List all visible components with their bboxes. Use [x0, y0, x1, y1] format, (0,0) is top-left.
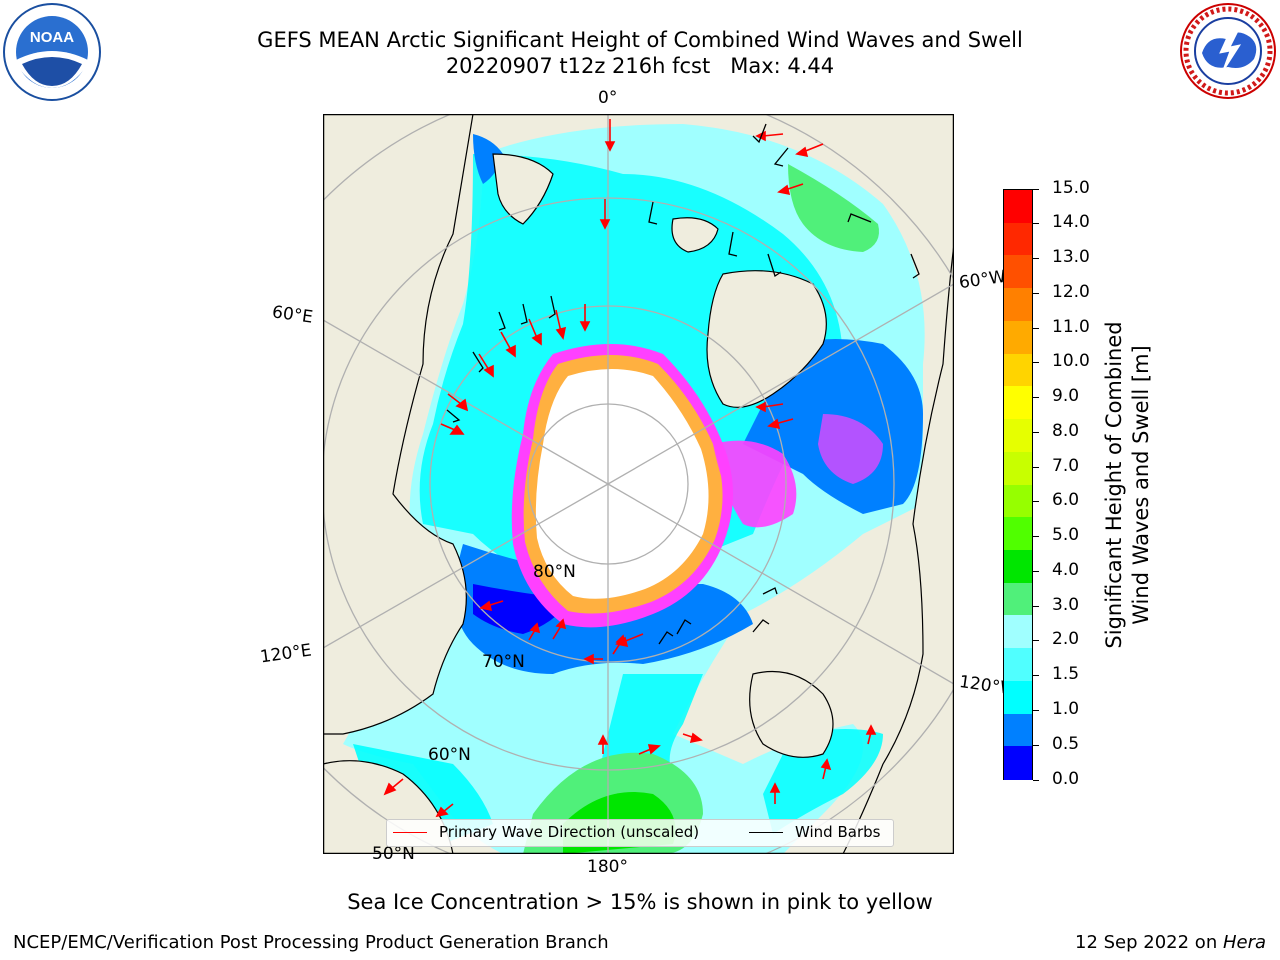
colorbar	[1003, 189, 1033, 780]
map-legend: Primary Wave Direction (unscaled) Wind B…	[386, 819, 894, 847]
legend-wind-barbs-swatch	[749, 831, 783, 833]
colorbar-label: Significant Height of Combined Wind Wave…	[1101, 321, 1155, 648]
colorbar-tick-mark	[1033, 640, 1039, 642]
colorbar-bin	[1004, 582, 1032, 616]
colorbar-bin	[1004, 288, 1032, 322]
lat-label-60n: 60°N	[428, 745, 471, 765]
wind-barbs	[446, 123, 920, 645]
colorbar-tick-label: 11.0	[1052, 316, 1090, 337]
colorbar-bin	[1004, 746, 1032, 780]
polar-map	[323, 114, 954, 854]
colorbar-tick-label: 6.0	[1052, 490, 1080, 511]
colorbar-tick-mark	[1033, 466, 1039, 468]
colorbar-tick-label: 0.0	[1052, 768, 1080, 789]
map-border	[323, 114, 954, 854]
colorbar-tick-mark	[1033, 223, 1039, 225]
colorbar-tick-mark	[1033, 605, 1039, 607]
colorbar-bin	[1004, 320, 1032, 355]
colorbar-tick-mark	[1033, 744, 1039, 746]
noaa-logo: NOAA	[3, 3, 101, 101]
colorbar-bin	[1004, 648, 1032, 682]
nws-logo	[1180, 3, 1276, 99]
noaa-logo-text: NOAA	[30, 29, 74, 46]
colorbar-tick-label: 4.0	[1052, 559, 1080, 580]
sea-ice-hudson	[818, 414, 883, 484]
lon-label-0: 0°	[598, 88, 618, 108]
sea-ice-archipelago	[713, 440, 797, 528]
sea-ice-interior	[535, 369, 709, 599]
footer-machine: Hera	[1222, 932, 1266, 953]
footer-credit: NCEP/EMC/Verification Post Processing Pr…	[13, 932, 609, 953]
colorbar-bin	[1004, 615, 1032, 649]
colorbar-bin	[1004, 484, 1032, 518]
colorbar-bin	[1004, 255, 1032, 289]
colorbar-tick-mark	[1033, 188, 1039, 190]
colorbar-tick-mark	[1033, 675, 1039, 677]
colorbar-tick-label: 3.0	[1052, 594, 1080, 615]
legend-wave-direction-label: Primary Wave Direction (unscaled)	[439, 823, 700, 841]
colorbar-tick-mark	[1033, 536, 1039, 538]
colorbar-bin	[1004, 451, 1032, 486]
lon-label-120e: 120°E	[258, 640, 313, 668]
colorbar-bin	[1004, 190, 1032, 224]
colorbar-tick-label: 7.0	[1052, 455, 1080, 476]
legend-item-wind-barbs: Wind Barbs	[749, 823, 880, 841]
colorbar-tick-mark	[1033, 397, 1039, 399]
wave-direction-arrows	[383, 119, 877, 818]
colorbar-tick-mark	[1033, 327, 1039, 329]
lon-label-60w: 60°W	[957, 266, 1008, 294]
colorbar-bin	[1004, 353, 1032, 387]
colorbar-bin	[1004, 517, 1032, 551]
sea-ice-caption: Sea Ice Concentration > 15% is shown in …	[347, 890, 933, 914]
colorbar-tick-mark	[1033, 362, 1039, 364]
colorbar-tick-mark	[1033, 501, 1039, 503]
colorbar-ticks: 15.0 14.0 13.0 12.0 11.0 10.0 9.0 8.0 7.0 6.0 5.0 4…	[1033, 178, 1093, 789]
colorbar-tick-label: 10.0	[1052, 351, 1090, 372]
colorbar-tick-mark	[1033, 570, 1039, 572]
colorbar-bin	[1004, 549, 1032, 584]
colorbar-bin	[1004, 680, 1032, 715]
colorbar-tick-mark	[1033, 431, 1039, 433]
lon-label-180: 180°	[587, 857, 628, 877]
legend-wave-direction-swatch	[393, 831, 427, 833]
colorbar-tick-label: 1.0	[1052, 698, 1080, 719]
chart-subtitle: 20220907 t12z 216h fcst Max: 4.44	[445, 54, 835, 78]
colorbar-tick-label: 9.0	[1052, 386, 1080, 407]
chart-title: GEFS MEAN Arctic Significant Height of C…	[257, 28, 1023, 52]
colorbar-tick-label: 1.5	[1052, 664, 1080, 685]
colorbar-tick-label: 12.0	[1052, 281, 1090, 302]
colorbar-tick-label: 2.0	[1052, 629, 1080, 650]
wave-field-3m-northeast	[788, 164, 879, 252]
colorbar-tick-label: 0.5	[1052, 733, 1080, 754]
colorbar-label-line1: Significant Height of Combined	[1102, 321, 1126, 649]
footer-date: 12 Sep 2022 on Hera	[1075, 932, 1266, 953]
colorbar-tick-mark	[1033, 779, 1039, 781]
colorbar-bin	[1004, 419, 1032, 453]
lat-label-70n: 70°N	[482, 652, 525, 672]
colorbar-label-line2: Wind Waves and Swell [m]	[1129, 345, 1153, 625]
lat-label-80n: 80°N	[533, 562, 576, 582]
legend-item-wave-direction: Primary Wave Direction (unscaled)	[393, 823, 699, 841]
colorbar-bin	[1004, 713, 1032, 747]
colorbar-bin	[1004, 386, 1032, 420]
colorbar-tick-mark	[1033, 258, 1039, 260]
graticule	[323, 114, 954, 854]
lon-label-60e: 60°E	[270, 302, 315, 328]
colorbar-tick-label: 14.0	[1052, 212, 1090, 233]
colorbar-tick-mark	[1033, 709, 1039, 711]
colorbar-tick-label: 13.0	[1052, 247, 1090, 268]
colorbar-tick-label: 8.0	[1052, 420, 1080, 441]
colorbar-bin	[1004, 222, 1032, 257]
colorbar-tick-label: 5.0	[1052, 525, 1080, 546]
footer-date-text: 12 Sep 2022 on	[1075, 932, 1223, 953]
lat-label-50n: 50°N	[372, 844, 415, 864]
colorbar-tick-mark	[1033, 292, 1039, 294]
colorbar-tick-label: 15.0	[1052, 177, 1090, 198]
legend-wind-barbs-label: Wind Barbs	[795, 823, 881, 841]
